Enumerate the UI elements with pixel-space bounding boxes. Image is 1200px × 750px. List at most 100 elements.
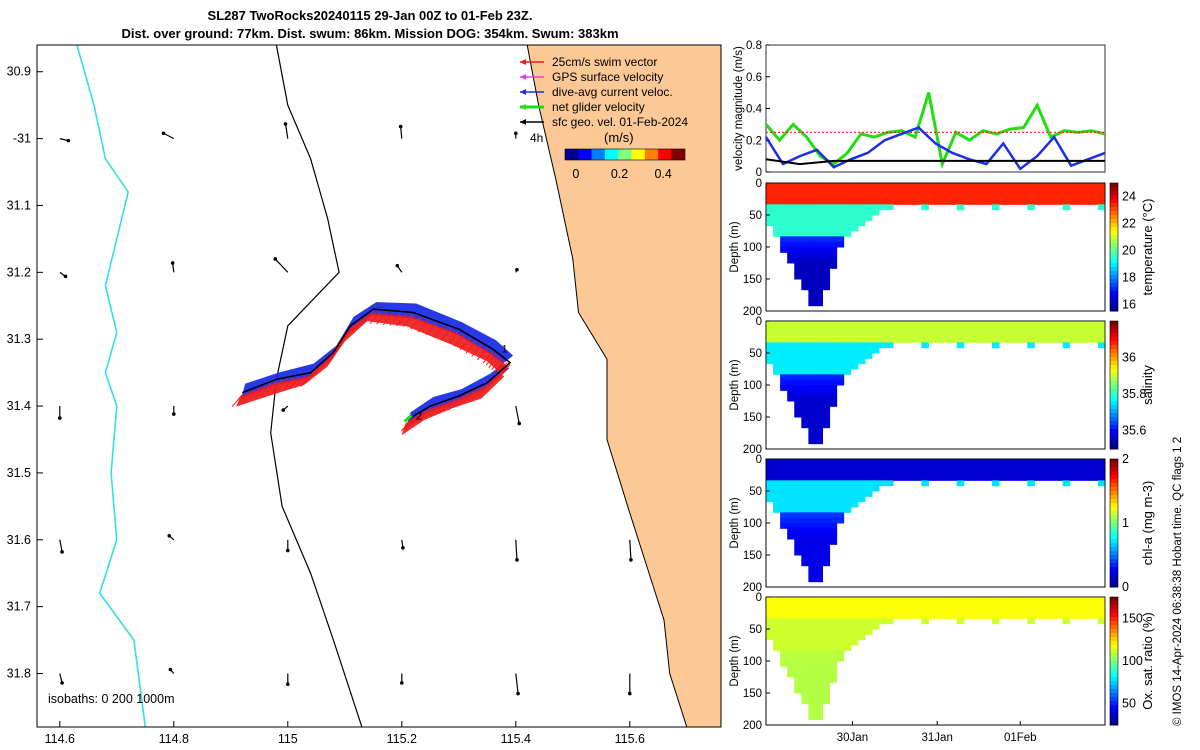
section-cell <box>1090 475 1099 481</box>
section-cell <box>766 342 774 349</box>
section-cell <box>801 655 809 662</box>
section-cell <box>801 406 809 413</box>
section-cell <box>773 597 781 603</box>
section-cell <box>935 475 944 481</box>
section-cell <box>1006 183 1014 189</box>
section-cell <box>766 353 774 359</box>
section-cell <box>808 571 816 577</box>
section-cell <box>886 475 894 481</box>
section-cell <box>815 565 823 572</box>
section-cell <box>808 241 816 248</box>
section-cell <box>836 607 845 614</box>
section-cell <box>1069 464 1078 471</box>
section-colorbar-segment <box>1110 499 1118 504</box>
section-colorbar-segment <box>1110 535 1118 540</box>
section-cell <box>1062 193 1071 200</box>
section-cell <box>1097 459 1106 465</box>
swim-vector <box>433 325 444 338</box>
section-cell <box>1020 183 1028 189</box>
swim-vector <box>480 380 492 394</box>
section-colorbar-segment <box>1110 441 1118 446</box>
section-colorbar-segment <box>1110 483 1118 488</box>
geo-velocity-vector-head <box>628 691 632 696</box>
section-cell <box>787 459 795 465</box>
section-cell <box>1083 199 1092 205</box>
section-cell <box>766 491 774 497</box>
section-cell <box>879 321 887 327</box>
section-cell <box>864 464 873 471</box>
section-cell <box>836 199 845 205</box>
section-colorbar-label: salinity <box>1140 365 1155 405</box>
section-cell <box>843 602 852 609</box>
section-colorbar-segment <box>1110 547 1118 552</box>
section-cell <box>907 464 915 471</box>
section-colorbar-segment <box>1110 287 1118 292</box>
time-x-tick-label: 30Jan <box>837 732 868 744</box>
section-cell <box>815 289 823 296</box>
section-colorbar-segment <box>1110 231 1118 236</box>
section-cell <box>787 661 795 667</box>
section-cell <box>942 469 951 476</box>
section-cell <box>970 602 979 609</box>
section-cell <box>1076 469 1085 476</box>
section-cell <box>822 693 831 699</box>
section-cell <box>850 623 859 630</box>
section-cell <box>999 331 1007 338</box>
section-cell <box>794 347 802 354</box>
section-cell <box>808 390 816 397</box>
section-cell <box>963 188 972 195</box>
section-cell <box>780 358 788 365</box>
net-glider-velocity <box>403 414 413 423</box>
section-cell <box>836 369 845 375</box>
section-cell <box>928 199 936 205</box>
section-cell <box>794 501 802 508</box>
section-cell <box>984 613 993 619</box>
section-cell <box>1076 321 1085 327</box>
section-cell <box>808 698 816 705</box>
section-cell <box>850 634 859 641</box>
section-cell <box>815 491 823 497</box>
section-cell <box>815 459 823 465</box>
section-cell <box>773 326 781 333</box>
section-cell <box>815 209 823 216</box>
section-cell <box>1006 602 1014 609</box>
section-cell <box>900 602 908 609</box>
section-cell <box>787 507 795 513</box>
section-cell <box>822 342 831 349</box>
section-cell <box>977 469 986 476</box>
section-cell <box>801 379 809 386</box>
section-cell <box>907 183 915 189</box>
section-cell <box>1020 597 1028 603</box>
section-cell <box>1006 459 1014 465</box>
section-cell <box>794 252 802 259</box>
section-cell <box>850 475 859 481</box>
section-cell <box>935 188 944 195</box>
section-cell <box>864 607 873 614</box>
section-cell <box>992 459 1000 465</box>
section-cell <box>1006 199 1014 205</box>
section-cell <box>787 485 795 492</box>
section-cell <box>843 645 852 651</box>
section-cell <box>829 602 838 609</box>
section-cell <box>1076 326 1085 333</box>
section-cell <box>1090 337 1099 343</box>
section-cell <box>879 613 887 619</box>
section-cell <box>766 326 774 333</box>
section-cell <box>1090 183 1099 189</box>
section-cell <box>864 613 873 619</box>
section-cell <box>1083 607 1092 614</box>
section-cell <box>794 523 802 529</box>
velocity-series-geo <box>765 158 1105 166</box>
section-frame-top <box>765 182 1106 312</box>
section-cell <box>808 480 816 487</box>
section-cell <box>780 209 788 216</box>
section-cell <box>1013 464 1021 471</box>
section-cell <box>843 618 852 625</box>
section-cell <box>836 337 845 343</box>
swim-vector <box>419 407 431 421</box>
section-colorbar-segment <box>1110 633 1118 638</box>
swim-vector <box>277 378 289 392</box>
section-cell <box>886 321 894 327</box>
section-cell <box>1097 469 1106 476</box>
section-cell <box>822 469 831 476</box>
